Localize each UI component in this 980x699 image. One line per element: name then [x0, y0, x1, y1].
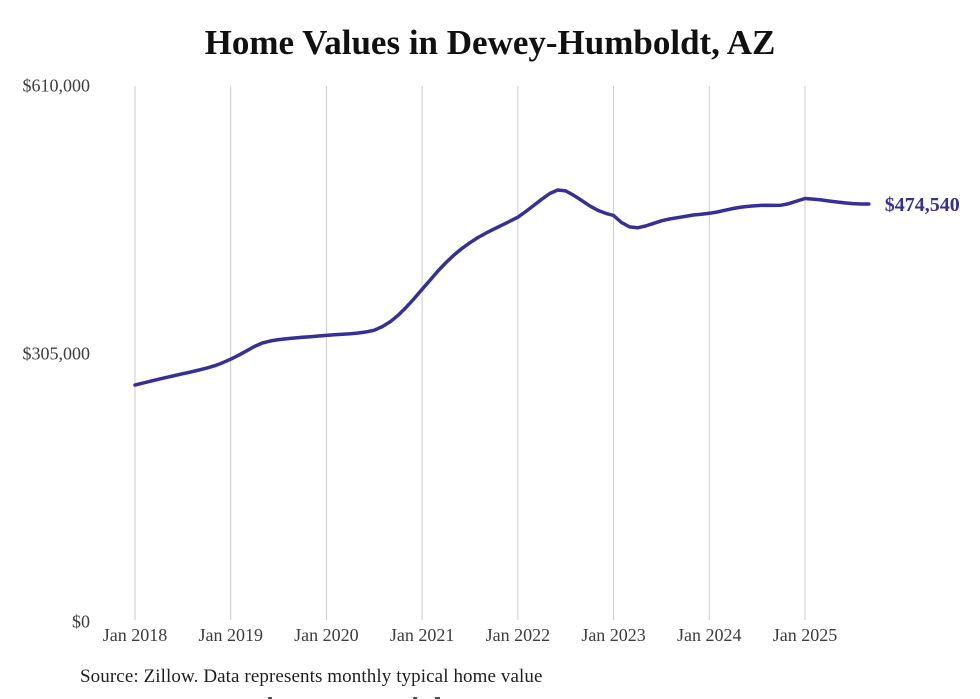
x-axis-tick-label: Jan 2023	[581, 625, 646, 645]
chart-title: Home Values in Dewey-Humboldt, AZ	[204, 23, 776, 62]
source-note: Source: Zillow. Data represents monthly …	[80, 666, 543, 687]
current-value-label: $474,540	[885, 194, 960, 216]
x-axis-tick-label: Jan 2020	[294, 625, 359, 645]
x-axis-tick-label: Jan 2022	[486, 625, 551, 645]
x-axis-tick-label: Jan 2024	[677, 625, 742, 645]
y-axis-tick-label: $0	[72, 612, 90, 632]
clipped-text-remnant	[0, 697, 980, 699]
home-value-line	[133, 188, 871, 387]
x-axis-tick-label: Jan 2019	[198, 625, 263, 645]
x-axis-tick-label: Jan 2021	[390, 625, 455, 645]
y-axis-tick-label: $305,000	[23, 344, 91, 364]
x-axis-tick-label: Jan 2018	[103, 625, 168, 645]
y-axis-tick-label: $610,000	[23, 76, 91, 96]
x-axis-tick-label: Jan 2025	[773, 625, 838, 645]
